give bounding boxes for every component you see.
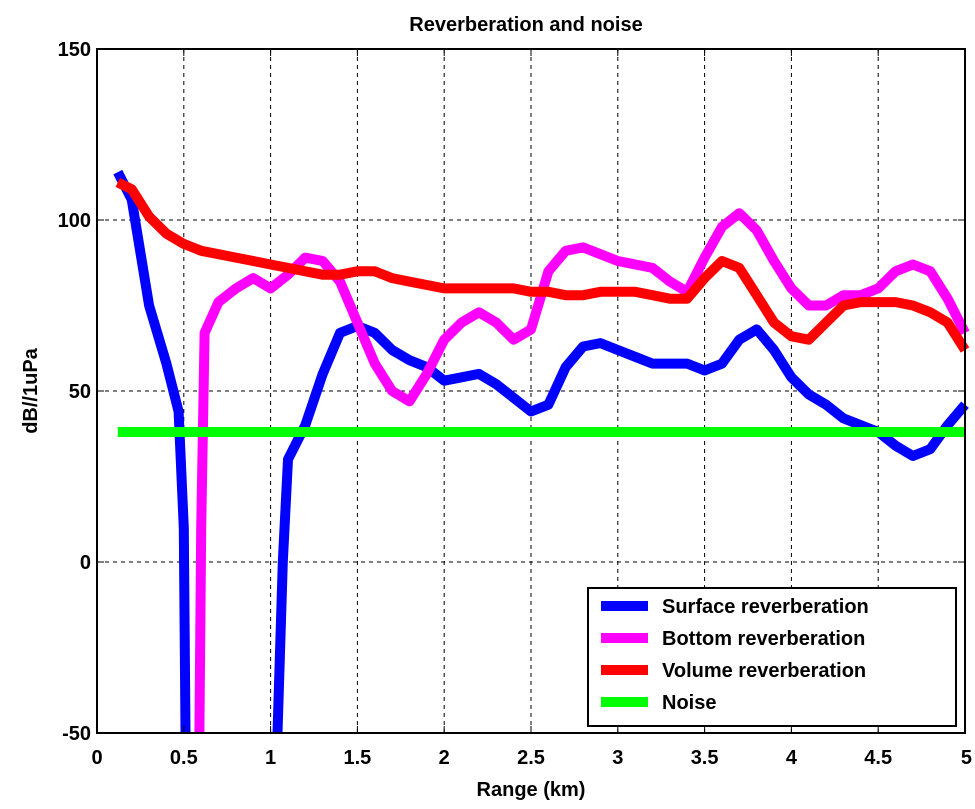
x-axis-ticks: 0 0.5 1 1.5 2 2.5 3 3.5 4 4.5 5	[91, 49, 972, 769]
y-tick-label: 150	[58, 39, 91, 61]
x-tick-label: 0.5	[170, 747, 198, 769]
y-axis-label: dB//1uPa	[20, 347, 42, 433]
legend: Surface reverberation Bottom reverberatio…	[587, 587, 957, 727]
series-line-bottom-reverberation	[194, 208, 970, 734]
series-line-volume-reverberation	[115, 177, 970, 353]
legend-label: Noise	[662, 692, 716, 714]
chart-title: Reverberation and noise	[409, 14, 642, 36]
legend-label: Bottom reverberation	[662, 628, 865, 650]
y-tick-label: 100	[58, 210, 91, 232]
y-tick-label: -50	[62, 723, 91, 745]
x-tick-label: 0	[91, 747, 102, 769]
y-axis-ticks: -50 0 50 100 150	[58, 39, 965, 745]
legend-label: Surface reverberation	[662, 596, 869, 618]
legend-label: Volume reverberation	[662, 660, 866, 682]
series-line-surface-reverberation	[113, 169, 969, 734]
x-tick-label: 1.5	[343, 747, 371, 769]
x-tick-label: 2	[439, 747, 450, 769]
x-tick-label: 2.5	[517, 747, 545, 769]
x-tick-label: 3	[612, 747, 623, 769]
x-tick-label: 4	[786, 747, 798, 769]
x-tick-label: 1	[265, 747, 276, 769]
x-tick-label: 5	[961, 747, 972, 769]
data-lines	[113, 169, 970, 734]
x-tick-label: 3.5	[691, 747, 719, 769]
y-tick-label: 50	[69, 381, 91, 403]
y-tick-label: 0	[80, 552, 91, 574]
legend-box	[587, 587, 957, 727]
x-axis-label: Range (km)	[477, 779, 586, 801]
x-tick-label: 4.5	[864, 747, 892, 769]
